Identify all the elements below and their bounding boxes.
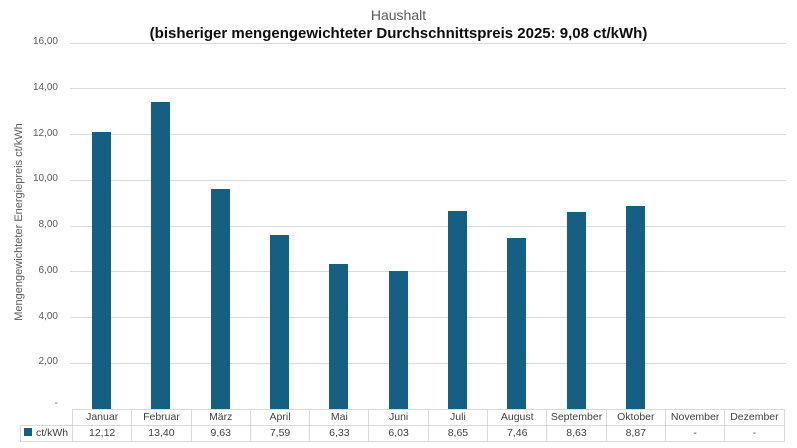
bar-märz (210, 188, 230, 409)
table-row-months: Januar Februar März April Mai Juni Juli August S… (21, 409, 785, 426)
month-header-cell: Mai (309, 409, 370, 426)
month-header-cell: Januar (71, 409, 133, 426)
y-axis-tick-label: - (54, 398, 58, 409)
gridline (70, 362, 786, 364)
month-header-cell: März (190, 409, 251, 426)
y-axis-tick-label: 12,00 (32, 127, 58, 139)
y-axis-tick-label: 6,00 (38, 264, 58, 276)
y-axis-tick-label: 8,00 (38, 219, 58, 230)
month-header-cell: Juli (427, 409, 489, 426)
y-axis-tick-label: 4,00 (38, 310, 58, 322)
month-header-cell: November (664, 409, 726, 426)
month-header-cell: September (546, 409, 607, 426)
bar-juli (447, 211, 467, 409)
bar-april (270, 235, 290, 409)
bar-juni (388, 271, 408, 409)
bar-august (507, 238, 527, 409)
value-cell: - (664, 425, 726, 442)
y-axis-tick-label: 16,00 (32, 36, 58, 47)
table-corner-blank (21, 410, 73, 426)
month-header-cell: April (249, 409, 311, 426)
value-cell: 13,40 (131, 425, 192, 442)
month-header-cell: August (487, 409, 548, 426)
value-cell: 8,65 (427, 425, 489, 442)
value-cell: 12,12 (71, 425, 133, 442)
bar-september (566, 211, 586, 409)
y-axis-tick-label: 14,00 (32, 81, 58, 93)
value-cell: 7,46 (487, 425, 548, 442)
bar-januar (92, 131, 112, 409)
value-cell: 6,03 (368, 425, 429, 442)
gridline (70, 317, 786, 318)
gridline (70, 42, 786, 44)
y-axis-tick-label: 10,00 (32, 173, 58, 185)
month-header-cell: Oktober (605, 409, 666, 426)
month-header-cell: Februar (131, 409, 192, 426)
gridline (70, 225, 786, 227)
value-cell: 6,33 (309, 425, 370, 442)
chart-subtitle: (bisheriger mengengewichteter Durchschni… (149, 25, 648, 42)
gridline (70, 271, 786, 273)
value-cell: 8,87 (605, 425, 666, 442)
legend-series-swatch-icon (24, 428, 32, 437)
gridline (70, 134, 786, 135)
table-row-values: ct/kWh 12,12 13,40 9,63 7,59 6,33 6,03 8,65 7,46… (20, 425, 785, 442)
gridline (70, 88, 786, 90)
month-header-cell: Juni (368, 409, 429, 426)
gridline (70, 179, 786, 181)
value-cell: 7,59 (249, 425, 311, 442)
data-table: Januar Februar März April Mai Juni Juli August S… (20, 409, 785, 442)
bar-februar (151, 102, 171, 409)
value-cell: 9,63 (190, 425, 251, 442)
chart-title: Haushalt (370, 7, 427, 23)
bar-oktober (625, 206, 645, 409)
legend-key-cell: ct/kWh (20, 425, 73, 442)
value-cell: 8,63 (546, 425, 607, 442)
value-cell: - (724, 425, 785, 442)
bar-mai (329, 264, 349, 409)
month-header-cell: Dezember (724, 409, 785, 426)
y-axis-tick-label: 2,00 (38, 356, 58, 368)
legend-series-label: ct/kWh (36, 427, 69, 439)
